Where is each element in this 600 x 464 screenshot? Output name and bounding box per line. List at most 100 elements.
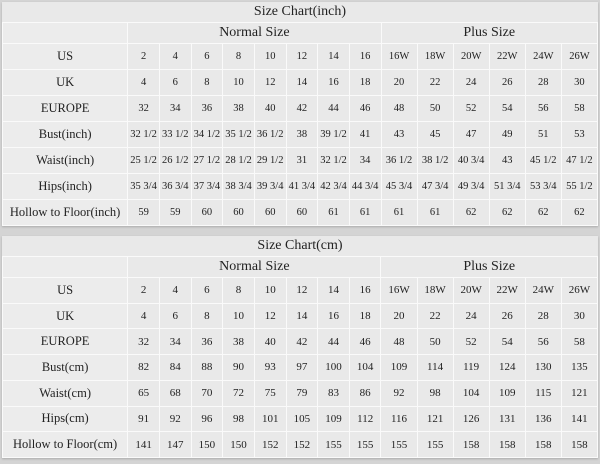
empty-header-cell — [1, 256, 129, 278]
table-cell: 38 — [222, 95, 255, 122]
table-cell: 16 — [348, 277, 382, 304]
table-cell: 24 — [452, 302, 490, 330]
table-cell: 61 — [317, 199, 350, 226]
table-cell: 42 3/4 — [317, 173, 350, 200]
table-cell: 39 3/4 — [253, 173, 287, 200]
table-cell: 48 — [380, 95, 418, 122]
size-chart-cm: Size Chart(cm) Normal Size Plus Size US 2 4 6 8… — [1, 236, 599, 458]
table-cell: 121 — [560, 379, 599, 407]
table-cell: 96 — [190, 405, 224, 433]
table-cell: 60 — [253, 199, 287, 226]
table-cell: 62 — [452, 199, 490, 226]
table-cell: 34 — [348, 147, 382, 174]
table-cell: 51 3/4 — [488, 173, 526, 200]
table-cell: 49 3/4 — [452, 173, 490, 200]
table-cell: 82 — [127, 354, 160, 381]
table-cell: 45 1/2 — [524, 147, 562, 174]
row-label: US — [1, 277, 129, 304]
table-cell: 109 — [317, 405, 350, 433]
table-cell: 36 — [190, 328, 224, 356]
table-cell: 150 — [190, 431, 224, 458]
table-cell: 150 — [222, 431, 255, 458]
table-cell: 36 1/2 — [380, 147, 418, 174]
table-cell: 12 — [285, 277, 319, 304]
table-cell: 92 — [158, 405, 192, 433]
table-row: US 2 4 6 8 10 12 14 16 16W 18W 20W 22W 24W 26W — [1, 277, 599, 304]
table-cell: 18 — [348, 302, 382, 330]
table-cell: 109 — [488, 379, 526, 407]
table-cell: 28 1/2 — [222, 147, 255, 174]
table-cell: 131 — [488, 405, 526, 433]
table-cell: 37 3/4 — [190, 173, 224, 200]
table-cell: 8 — [222, 43, 255, 70]
table-cell: 62 — [524, 199, 562, 226]
table-cell: 147 — [158, 431, 192, 458]
table-cell: 68 — [158, 379, 192, 407]
table-cell: 75 — [253, 379, 287, 407]
table-cell: 26 — [488, 69, 526, 96]
table-cell: 36 1/2 — [253, 121, 287, 148]
table-cell: 45 3/4 — [380, 173, 418, 200]
table-cell: 26W — [560, 277, 599, 304]
table-cell: 141 — [560, 405, 599, 433]
row-label: Bust(inch) — [1, 121, 129, 148]
table-cell: 88 — [190, 354, 224, 381]
table-cell: 8 — [190, 69, 224, 96]
table-cell: 40 3/4 — [452, 147, 490, 174]
table-cell: 72 — [222, 379, 255, 407]
table-cell: 12 — [285, 43, 319, 70]
table-cell: 65 — [127, 379, 160, 407]
table-cell: 14 — [285, 69, 319, 96]
table-cell: 61 — [416, 199, 454, 226]
table-cell: 158 — [452, 431, 490, 458]
table-cell: 47 — [452, 121, 490, 148]
table-cell: 59 — [127, 199, 160, 226]
row-label: Waist(inch) — [1, 147, 129, 174]
table-cell: 6 — [158, 302, 192, 330]
table-cell: 91 — [127, 405, 160, 433]
table-cell: 16W — [380, 277, 418, 304]
size-table: Size Chart(inch) Normal Size Plus Size US 2 4… — [1, 2, 599, 226]
table-cell: 14 — [317, 277, 350, 304]
table-cell: 51 — [524, 121, 562, 148]
row-label: Hips(inch) — [1, 173, 129, 200]
table-cell: 20 — [380, 69, 418, 96]
table-cell: 32 1/2 — [317, 147, 350, 174]
group-header-row: Normal Size Plus Size — [1, 256, 598, 278]
table-cell: 14 — [317, 43, 350, 70]
table-cell: 22W — [488, 277, 526, 304]
table-cell: 16W — [380, 43, 418, 70]
table-cell: 38 3/4 — [222, 173, 255, 200]
table-cell: 16 — [348, 43, 382, 70]
table-cell: 116 — [380, 405, 418, 433]
table-row: UK 4 6 8 10 12 14 16 18 20 22 24 26 28 30 — [1, 302, 599, 330]
table-cell: 126 — [452, 405, 490, 433]
table-cell: 38 — [285, 121, 319, 148]
table-cell: 152 — [253, 431, 287, 458]
row-label: Bust(cm) — [1, 354, 129, 381]
table-cell: 16 — [317, 69, 350, 96]
table-cell: 62 — [488, 199, 526, 226]
table-row: Hips(inch) 35 3/4 36 3/4 37 3/4 38 3/4 39 3/4… — [1, 173, 599, 200]
table-row: Waist(cm) 65 68 70 72 75 79 83 86 92 98 104 109 115 12… — [1, 379, 599, 407]
table-cell: 121 — [416, 405, 454, 433]
table-cell: 4 — [158, 277, 192, 304]
table-cell: 97 — [285, 354, 319, 381]
table-cell: 20W — [452, 43, 490, 70]
table-cell: 18W — [416, 43, 454, 70]
table-cell: 98 — [416, 379, 454, 407]
table-cell: 53 — [560, 121, 599, 148]
table-cell: 10 — [253, 43, 287, 70]
table-cell: 158 — [524, 431, 562, 458]
table-cell: 36 3/4 — [158, 173, 192, 200]
table-cell: 112 — [348, 405, 382, 433]
table-cell: 49 — [488, 121, 526, 148]
table-cell: 53 3/4 — [524, 173, 562, 200]
table-cell: 26 — [488, 302, 526, 330]
table-cell: 59 — [158, 199, 192, 226]
table-cell: 4 — [158, 43, 192, 70]
table-row: Bust(cm) 82 84 88 90 93 97 100 104 109 114 119 124 13… — [1, 354, 599, 381]
size-chart-inch: Size Chart(inch) Normal Size Plus Size US 2 4… — [1, 2, 599, 226]
group-header-row: Normal Size Plus Size — [1, 22, 598, 44]
table-cell: 48 — [380, 328, 418, 356]
